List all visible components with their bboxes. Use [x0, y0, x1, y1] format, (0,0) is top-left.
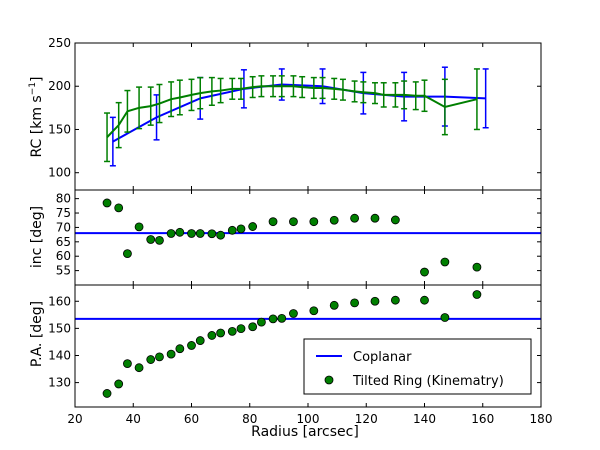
tilted-point	[114, 203, 124, 213]
y-tick-label: 250	[48, 36, 71, 50]
tilted-point	[390, 295, 400, 305]
tilted-point	[309, 306, 319, 316]
x-tick-label: 20	[67, 412, 82, 426]
tilted-point	[216, 328, 226, 338]
y-tick-label: 80	[56, 192, 71, 206]
tilted-point	[175, 227, 185, 237]
x-tick-label: 80	[242, 412, 257, 426]
pa-ylabel: P.A. [deg]	[29, 301, 45, 367]
tilted-point	[102, 198, 112, 208]
y-tick-label: 70	[56, 220, 71, 234]
tilted-point	[187, 341, 196, 350]
tilted-point	[227, 326, 237, 336]
y-tick-label: 130	[48, 376, 71, 390]
tilted-point	[268, 217, 278, 227]
panel-frame	[74, 42, 542, 191]
tilted-point	[102, 389, 112, 398]
y-tick-label: 200	[48, 79, 71, 93]
panel-frame	[74, 189, 542, 286]
tilted-point	[289, 217, 298, 227]
x-tick-label: 140	[413, 412, 436, 426]
tilted-point	[350, 298, 360, 308]
x-tick-label: 120	[355, 412, 378, 426]
tilted-point	[146, 355, 156, 364]
x-tick-label: 180	[530, 412, 553, 426]
y-tick-label: 140	[48, 348, 71, 362]
tilted-point	[207, 331, 217, 340]
tilted-point	[472, 262, 482, 272]
tilted-point	[440, 257, 450, 267]
tilted-point	[114, 379, 124, 389]
tilted-point	[440, 313, 450, 322]
tilted-point	[420, 295, 429, 305]
tilted-point	[256, 317, 266, 327]
tilted-point	[166, 349, 176, 359]
y-tick-label: 100	[48, 166, 71, 180]
x-tick-label: 160	[471, 412, 494, 426]
tilted-point	[123, 359, 132, 369]
coplanar-series-line	[112, 83, 486, 143]
tilted-point	[289, 309, 298, 318]
tilted-point	[350, 213, 360, 223]
tilted-point	[277, 313, 287, 323]
tilted-point	[207, 229, 217, 239]
tilted-point	[236, 224, 246, 234]
legend: Coplanar Tilted Ring (Kinematry)	[303, 338, 532, 395]
y-tick-label: 150	[48, 122, 71, 136]
tilted-series-line	[106, 85, 478, 138]
tilted-point	[155, 352, 164, 362]
tilted-point	[216, 230, 226, 240]
x-tick-label: 100	[297, 412, 320, 426]
tilted-point	[236, 324, 246, 334]
tilted-point	[155, 235, 164, 245]
y-tick-label: 150	[48, 321, 71, 335]
tilted-point	[187, 229, 196, 238]
rc-ylabel: RC [km s−1]	[28, 77, 45, 158]
tilted-point	[166, 229, 176, 238]
tilted-point	[329, 215, 339, 225]
x-tick-label: 60	[184, 412, 199, 426]
legend-tilted-marker	[324, 375, 334, 385]
y-tick-label: 75	[56, 206, 71, 220]
tilted-point	[472, 290, 482, 299]
rc-panel: 100 150 200 250	[48, 36, 542, 191]
y-tick-label: 65	[56, 235, 71, 249]
legend-box	[303, 338, 532, 395]
tilted-point	[134, 363, 144, 373]
tilted-point	[309, 217, 319, 227]
tilted-point	[329, 300, 339, 310]
tilted-point	[227, 225, 237, 235]
tilted-point	[390, 215, 400, 225]
pa-panel: 130 140 150 160 20 40 60 80 100 120 140 160 180	[48, 284, 553, 426]
tilted-point	[146, 235, 156, 244]
tilted-point	[134, 222, 144, 232]
y-tick-label: 160	[48, 294, 71, 308]
tilted-point	[195, 229, 205, 238]
tilted-point	[248, 322, 258, 332]
tilted-point	[195, 336, 205, 345]
tilted-point	[370, 213, 380, 223]
tilted-point	[370, 296, 380, 306]
tilted-point	[175, 344, 185, 354]
tilted-point	[268, 314, 278, 324]
panel-frame	[74, 284, 542, 408]
tilted-point	[248, 222, 258, 231]
y-tick-label: 60	[56, 249, 71, 263]
x-tick-label: 40	[126, 412, 141, 426]
inc-ylabel: inc [deg]	[29, 206, 45, 268]
tilted-point	[420, 267, 429, 277]
legend-tilted-label: Tilted Ring (Kinematry)	[352, 374, 504, 389]
y-tick-label: 55	[56, 264, 71, 278]
tilted-point	[123, 249, 132, 259]
legend-coplanar-label: Coplanar	[353, 350, 412, 365]
x-axis-label: Radius [arcsec]	[251, 424, 359, 440]
